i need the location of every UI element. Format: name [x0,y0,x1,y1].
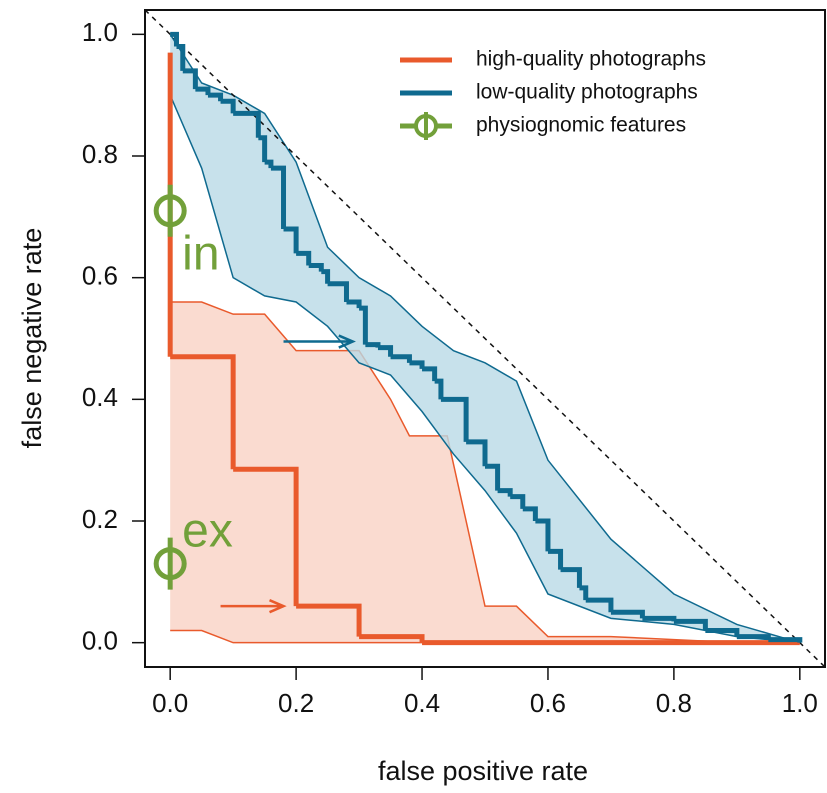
x-tick-label: 0.4 [404,688,440,718]
step-line [673,618,708,631]
phi-label: in [182,227,219,280]
reference-diagonal [145,10,825,667]
phi-marker [153,537,187,590]
band-edge [170,301,769,644]
band-edge [169,94,800,644]
step-line [170,354,236,470]
plot-area [145,10,825,667]
step-line [182,68,198,90]
x-tick-label: 0.0 [152,688,188,718]
step-line [176,44,186,71]
step-line [497,488,513,497]
step-line [170,31,179,47]
legend-label: physiognomic features [476,114,686,137]
step-line [296,250,312,266]
step-line [610,609,645,619]
step-line [579,585,589,601]
legend-label: high-quality photographs [476,48,706,71]
step-line [296,603,362,637]
x-tick-label: 0.2 [278,688,314,718]
y-tick-label: 1.0 [82,17,118,47]
step-line [308,263,324,272]
step-line [233,466,299,607]
step-line [440,396,469,442]
step-line [233,110,261,138]
band-edge [169,33,801,644]
step-line [535,518,551,552]
y-tick-label: 0.2 [82,504,118,534]
shift-arrow [220,599,287,614]
shift-arrow [283,334,356,349]
plot-frame [144,9,826,668]
phi-label: ex [182,504,233,557]
step-line [327,281,349,302]
y-tick-label: 0.4 [82,382,118,412]
step-line [547,548,564,570]
step-line [220,98,236,114]
step-line [321,269,331,284]
step-line [258,135,268,163]
band-fill [170,302,769,643]
legend-label: low-quality photographs [476,81,698,104]
y-tick-label: 0.0 [82,626,118,656]
step-line [346,299,362,309]
step-line [466,439,488,467]
x-tick-label: 0.6 [530,688,566,718]
x-tick-label: 1.0 [782,688,818,718]
x-tick-label: 0.8 [656,688,692,718]
step-line [585,597,614,613]
step-line [768,637,803,643]
step-line [522,506,538,521]
step-line [270,165,287,229]
step-line [560,567,582,588]
y-tick-label: 0.8 [82,139,118,169]
step-line [377,345,394,357]
step-line [510,494,526,509]
step-line [359,634,425,643]
phi-marker [153,184,187,237]
step-line [434,378,444,400]
y-tick-label: 0.6 [82,261,118,291]
step-line [283,226,299,254]
step-line [390,354,412,363]
step-line [409,360,425,369]
step-line [359,305,368,345]
x-axis-label: false positive rate [378,756,588,786]
y-axis-label: false negative rate [17,228,47,449]
step-line [736,634,771,640]
step-line [485,463,501,491]
step-line [422,366,438,382]
